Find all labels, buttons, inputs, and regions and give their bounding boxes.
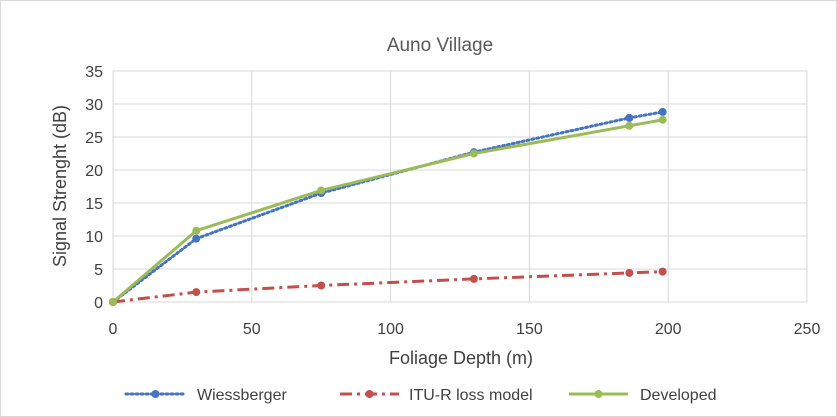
x-tick-label: 200 <box>655 321 682 338</box>
chart-title: Auno Village <box>387 35 493 56</box>
legend-marker-2 <box>594 390 603 398</box>
x-tick-label: 50 <box>243 321 261 338</box>
series-line-2 <box>112 118 663 304</box>
x-axis-title: Foliage Depth (m) <box>389 348 533 368</box>
series-point-1 <box>317 281 326 290</box>
legend-label-0: Wiessberger <box>197 387 287 404</box>
series-point-0 <box>625 113 634 122</box>
series-point-2 <box>192 226 201 235</box>
series-point-1 <box>625 268 634 277</box>
series-point-2 <box>109 298 117 306</box>
legend-marker-0 <box>151 390 160 398</box>
x-tick-label: 0 <box>109 321 118 338</box>
y-tick-label: 15 <box>85 196 103 213</box>
legend-label-2: Developed <box>640 387 717 404</box>
series-point-1 <box>469 274 478 283</box>
grid-layer <box>112 70 808 303</box>
y-tick-label: 10 <box>85 229 103 246</box>
y-tick-label: 20 <box>85 163 103 180</box>
series-point-0 <box>192 234 201 243</box>
y-tick-layer: 0 5 10 15 20 25 30 35 <box>85 64 103 312</box>
series-point-2 <box>469 149 478 158</box>
y-tick-label: 30 <box>85 97 103 114</box>
x-tick-layer: 0 50 100 150 200 250 <box>109 321 821 338</box>
series-line-1 <box>112 270 663 304</box>
series-point-0 <box>658 107 667 116</box>
y-tick-label: 25 <box>85 130 103 147</box>
series-point-2 <box>625 121 634 130</box>
x-tick-label: 150 <box>516 321 543 338</box>
series-point-1 <box>192 288 201 297</box>
series-layer <box>109 107 667 306</box>
series-point-2 <box>658 115 667 124</box>
legend-label-1: ITU-R loss model <box>409 387 533 404</box>
series-point-1 <box>658 267 667 276</box>
x-tick-label: 250 <box>794 321 821 338</box>
y-tick-label: 0 <box>94 295 103 312</box>
series-point-2 <box>317 186 326 195</box>
legend: Wiessberger ITU-R loss model Developed <box>124 387 717 404</box>
y-tick-label: 5 <box>94 262 103 279</box>
legend-marker-1 <box>365 390 374 398</box>
y-axis-title: Signal Strenght (dB) <box>50 105 70 267</box>
y-tick-label: 35 <box>85 64 103 81</box>
x-tick-label: 100 <box>377 321 404 338</box>
